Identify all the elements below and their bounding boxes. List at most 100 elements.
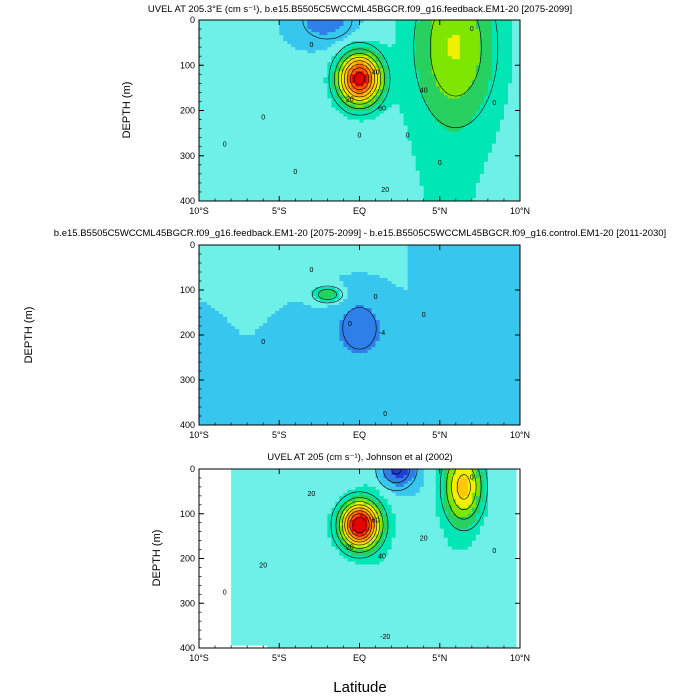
heatmap-cell — [227, 56, 232, 60]
heatmap-cell — [251, 83, 256, 87]
heatmap-cell — [231, 32, 236, 36]
heatmap-cell — [343, 131, 349, 136]
heatmap-cell — [387, 146, 393, 151]
heatmap-cell — [387, 167, 393, 172]
heatmap-cell — [219, 146, 224, 151]
heatmap-cell — [239, 158, 244, 163]
heatmap-cell — [483, 50, 489, 54]
heatmap-cell — [231, 101, 236, 106]
heatmap-cell — [375, 98, 381, 103]
heatmap-cell — [443, 173, 449, 178]
heatmap-cell — [427, 146, 433, 151]
heatmap-cell — [351, 128, 357, 133]
heatmap-cell — [255, 38, 260, 42]
heatmap-cell — [335, 68, 341, 72]
heatmap-cell — [315, 38, 320, 42]
heatmap-cell — [327, 188, 333, 193]
heatmap-cell — [291, 104, 296, 109]
heatmap-cell — [311, 107, 316, 112]
heatmap-cell — [199, 113, 204, 118]
heatmap-cell — [327, 170, 333, 175]
heatmap-cell — [283, 128, 288, 133]
heatmap-cell — [463, 44, 469, 48]
heatmap-cell — [203, 125, 208, 130]
heatmap-cell — [215, 41, 220, 45]
heatmap-cell — [299, 125, 304, 130]
heatmap-cell — [451, 77, 457, 81]
heatmap-cell — [379, 143, 385, 148]
heatmap-cell — [395, 74, 401, 78]
heatmap-cell — [359, 23, 365, 27]
heatmap-cell — [331, 20, 337, 24]
heatmap-cell — [339, 137, 345, 142]
heatmap-cell — [251, 116, 256, 121]
heatmap-cell — [355, 110, 361, 115]
heatmap-cell — [259, 56, 264, 60]
heatmap-cell — [291, 41, 296, 45]
heatmap-cell — [467, 188, 473, 193]
heatmap-cell — [431, 164, 437, 169]
heatmap-cell — [359, 143, 365, 148]
heatmap-cell — [503, 164, 509, 169]
heatmap-cell — [495, 68, 501, 72]
heatmap-cell — [255, 110, 260, 115]
heatmap-cell — [423, 23, 429, 27]
heatmap-cell — [475, 44, 481, 48]
heatmap-cell — [267, 26, 272, 30]
heatmap-cell — [339, 68, 345, 72]
heatmap-cell — [207, 128, 212, 133]
heatmap-cell — [367, 170, 373, 175]
heatmap-cell — [215, 50, 220, 54]
heatmap-cell — [243, 197, 248, 201]
heatmap-cell — [507, 77, 513, 81]
heatmap-cell — [311, 98, 316, 103]
heatmap-cell — [223, 89, 228, 93]
heatmap-cell — [511, 74, 517, 78]
heatmap-cell — [251, 20, 256, 24]
heatmap-cell — [219, 74, 224, 78]
heatmap-cell — [323, 182, 328, 187]
heatmap-cell — [235, 50, 240, 54]
heatmap-cell — [223, 125, 228, 130]
heatmap-cell — [503, 152, 509, 157]
heatmap-cell — [243, 176, 248, 181]
heatmap-cell — [475, 41, 481, 45]
heatmap-cell — [287, 47, 292, 51]
heatmap-cell — [455, 158, 461, 163]
heatmap-cell — [199, 164, 204, 169]
heatmap-cell — [423, 74, 429, 78]
heatmap-cell — [419, 116, 425, 121]
heatmap-cell — [495, 170, 501, 175]
heatmap-cell — [431, 116, 437, 121]
heatmap-cell — [247, 194, 252, 199]
heatmap-cell — [199, 62, 204, 66]
heatmap-cell — [303, 107, 308, 112]
heatmap-cell — [275, 59, 280, 63]
heatmap-cell — [495, 125, 501, 130]
heatmap-cell — [491, 161, 497, 166]
heatmap-cell — [395, 122, 401, 127]
heatmap-cell — [367, 155, 373, 160]
heatmap-cell — [359, 32, 365, 36]
heatmap-cell — [307, 125, 312, 130]
heatmap-cell — [299, 104, 304, 109]
heatmap-cell — [447, 194, 453, 199]
heatmap-cell — [379, 50, 385, 54]
heatmap-cell — [447, 185, 453, 190]
heatmap-cell — [215, 32, 220, 36]
heatmap-cell — [291, 137, 296, 142]
heatmap-cell — [223, 23, 228, 27]
heatmap-cell — [411, 92, 417, 97]
heatmap-cell — [411, 188, 417, 193]
heatmap-cell — [279, 122, 284, 127]
heatmap-cell — [243, 143, 248, 148]
heatmap-cell — [515, 152, 520, 157]
heatmap-cell — [387, 125, 393, 130]
heatmap-cell — [287, 98, 292, 103]
heatmap-cell — [435, 26, 441, 30]
heatmap-cell — [491, 122, 497, 127]
heatmap-cell — [227, 173, 232, 178]
heatmap-cell — [223, 164, 228, 169]
heatmap-cell — [339, 152, 345, 157]
heatmap-cell — [379, 62, 385, 66]
